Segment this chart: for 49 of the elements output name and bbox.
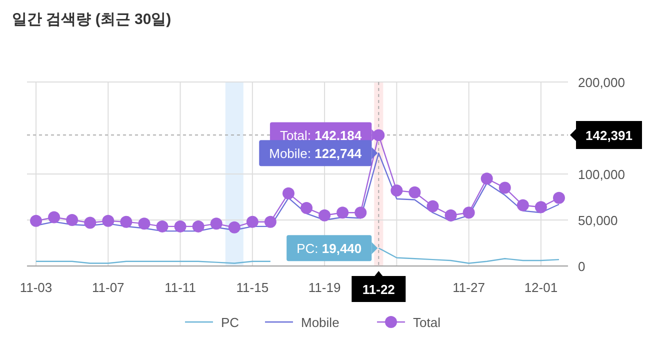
point (48, 211, 60, 224)
point (84, 216, 96, 229)
point (174, 220, 186, 232)
point (444, 209, 457, 222)
point (534, 201, 547, 214)
x-tick-label: 12-01 (524, 280, 558, 295)
point (30, 214, 42, 227)
point (138, 218, 150, 230)
legend-label: Mobile (301, 315, 340, 330)
legend-label: PC (221, 315, 240, 330)
ref-line-label: 11-22 (362, 282, 395, 297)
annotation: Total: 142,184 (280, 128, 362, 144)
point (282, 187, 294, 200)
x-tick-label: 11-15 (236, 280, 269, 295)
point (336, 206, 349, 219)
x-tick-label: 11-03 (20, 280, 52, 295)
point (300, 202, 313, 214)
point (426, 200, 439, 212)
annotation: Mobile: 122,744 (269, 146, 362, 162)
y-tick-label: 50,000 (578, 213, 618, 228)
point (156, 220, 168, 232)
point (462, 206, 475, 219)
x-tick-label: 11-27 (452, 280, 485, 295)
point (552, 192, 565, 204)
x-tick-label: 11-07 (92, 280, 124, 295)
y-tick-label: 0 (578, 259, 586, 274)
x-tick-label: 11-11 (164, 280, 196, 295)
point (120, 216, 132, 228)
point (408, 186, 421, 198)
legend-label: Total (413, 315, 441, 330)
annotation: PC: 19,440 (296, 241, 362, 256)
x-tick-label: 11-19 (308, 280, 341, 295)
point (102, 214, 114, 227)
point (246, 216, 258, 228)
y-tick-label: 200,000 (578, 75, 625, 90)
point (192, 220, 204, 232)
point (480, 172, 493, 185)
point (228, 221, 240, 234)
point (516, 199, 529, 212)
point (264, 216, 276, 228)
ref-line-label: 142,391 (586, 128, 632, 143)
point (390, 184, 403, 197)
y-tick-label: 100,000 (578, 167, 625, 182)
chart-title: 일간 검색량 (최근 30일) (12, 11, 172, 28)
point (354, 206, 367, 219)
point (318, 209, 331, 222)
point (210, 218, 222, 230)
point (66, 214, 78, 226)
point (498, 182, 511, 194)
